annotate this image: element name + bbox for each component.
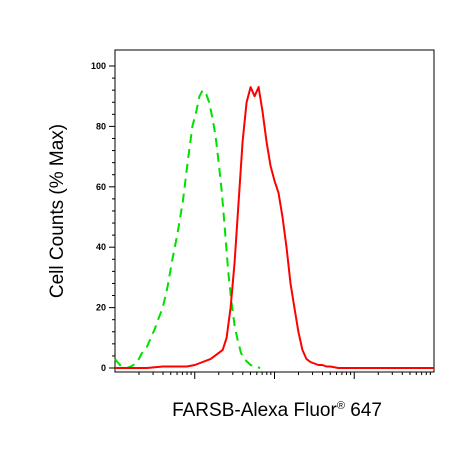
series-line-2	[115, 86, 434, 369]
x-axis-ticks	[138, 372, 431, 379]
series-line-1	[114, 89, 261, 369]
y-axis-ticks: 0 20 40 60 80 100	[91, 61, 115, 373]
y-tick-label: 60	[96, 182, 106, 192]
y-tick-label: 80	[96, 121, 106, 131]
y-tick-label: 20	[96, 303, 106, 313]
x-axis-title-main: FARSB-Alexa Fluor	[172, 400, 337, 421]
plot-frame	[114, 49, 435, 373]
x-axis-title: FARSB-Alexa Fluor® 647	[172, 400, 382, 421]
y-tick-label: 0	[101, 363, 106, 373]
y-axis-title: Cell Counts (% Max)	[47, 124, 68, 298]
series-layer	[114, 86, 434, 369]
x-axis-title-superscript: ®	[337, 400, 345, 412]
y-tick-label: 100	[91, 61, 106, 71]
x-axis-title-suffix: 647	[345, 400, 382, 421]
y-tick-label: 40	[96, 242, 106, 252]
